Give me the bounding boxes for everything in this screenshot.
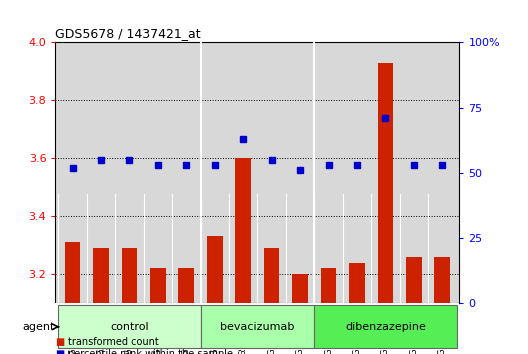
Bar bbox=[320, 268, 336, 303]
Text: ■: ■ bbox=[55, 337, 65, 347]
Text: control: control bbox=[110, 322, 149, 332]
Bar bbox=[93, 248, 109, 303]
Bar bbox=[121, 248, 137, 303]
Text: dibenzazepine: dibenzazepine bbox=[345, 322, 426, 332]
Bar bbox=[264, 248, 279, 303]
Text: ■: ■ bbox=[55, 349, 65, 354]
Bar bbox=[65, 242, 80, 303]
Bar bbox=[349, 263, 365, 303]
Bar bbox=[201, 306, 314, 348]
Bar bbox=[378, 63, 393, 303]
Bar bbox=[435, 257, 450, 303]
Text: agent: agent bbox=[23, 322, 55, 332]
Text: percentile rank within the sample: percentile rank within the sample bbox=[68, 349, 232, 354]
Text: bevacizumab: bevacizumab bbox=[220, 322, 295, 332]
Bar bbox=[207, 236, 223, 303]
Bar bbox=[58, 306, 201, 348]
Bar bbox=[178, 268, 194, 303]
Bar bbox=[150, 268, 166, 303]
Text: transformed count: transformed count bbox=[68, 337, 158, 347]
Bar bbox=[406, 257, 422, 303]
Text: GDS5678 / 1437421_at: GDS5678 / 1437421_at bbox=[55, 27, 201, 40]
Bar bbox=[314, 306, 457, 348]
Bar bbox=[235, 158, 251, 303]
Bar bbox=[292, 274, 308, 303]
